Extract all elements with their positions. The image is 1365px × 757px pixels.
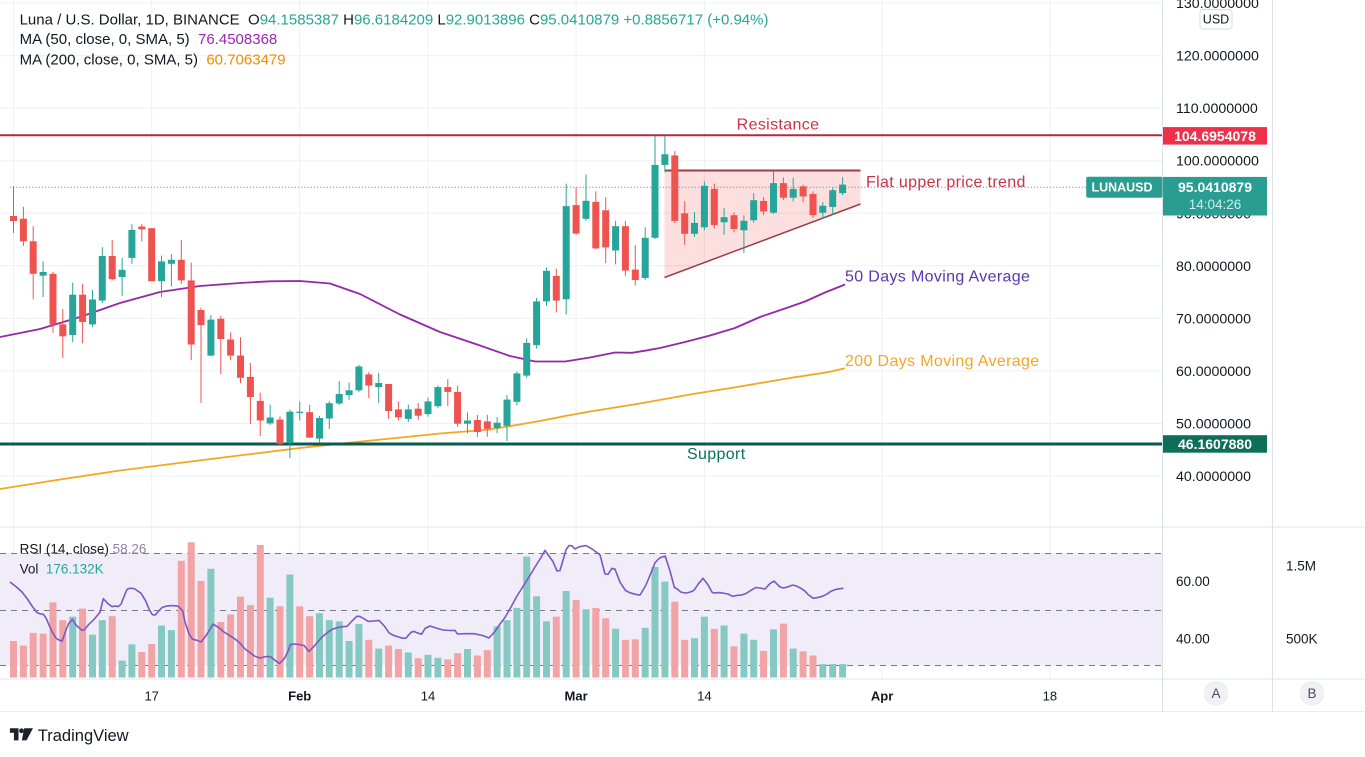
svg-text:104.6954078: 104.6954078 [1174, 128, 1256, 144]
svg-text:70.0000000: 70.0000000 [1176, 311, 1251, 327]
svg-text:A: A [1211, 686, 1220, 701]
svg-text:14: 14 [421, 688, 435, 703]
svg-text:60.0000000: 60.0000000 [1176, 364, 1251, 380]
svg-text:USD: USD [1203, 13, 1229, 27]
svg-text:1.5M: 1.5M [1286, 558, 1316, 573]
svg-text:80.0000000: 80.0000000 [1176, 259, 1251, 275]
svg-text:50 Days Moving Average: 50 Days Moving Average [845, 269, 1030, 286]
svg-text:95.0410879: 95.0410879 [1178, 179, 1252, 195]
svg-text:MA (50, close, 0, SMA, 5) 76.: MA (50, close, 0, SMA, 5) 76.4508368 [20, 31, 278, 48]
svg-text:14: 14 [697, 688, 711, 703]
svg-text:RSI (14, close) 58.26: RSI (14, close) 58.26 [20, 541, 147, 556]
svg-text:40.00: 40.00 [1176, 631, 1210, 646]
svg-text:Mar: Mar [565, 688, 588, 703]
svg-text:40.0000000: 40.0000000 [1176, 469, 1251, 485]
svg-text:50.0000000: 50.0000000 [1176, 417, 1251, 433]
svg-text:200 Days Moving Average: 200 Days Moving Average [845, 353, 1040, 370]
svg-text:17: 17 [144, 688, 158, 703]
svg-text:60.00: 60.00 [1176, 574, 1210, 589]
svg-text:Flat upper price trend: Flat upper price trend [866, 174, 1026, 191]
svg-text:Luna / U.S. Dollar, 1D, BINANC: Luna / U.S. Dollar, 1D, BINANCE O94.1585… [20, 12, 769, 29]
svg-text:18: 18 [1043, 688, 1057, 703]
svg-text:110.0000000: 110.0000000 [1176, 101, 1258, 117]
svg-text:130.0000000: 130.0000000 [1176, 0, 1259, 12]
svg-text:TradingView: TradingView [38, 727, 129, 745]
svg-text:LUNAUSD: LUNAUSD [1091, 181, 1152, 195]
svg-text:14:04:26: 14:04:26 [1189, 197, 1242, 212]
svg-text:B: B [1307, 686, 1316, 701]
svg-text:Apr: Apr [871, 688, 893, 703]
svg-text:120.0000000: 120.0000000 [1176, 49, 1259, 65]
svg-text:MA (200, close, 0, SMA, 5) 60: MA (200, close, 0, SMA, 5) 60.7063479 [20, 52, 286, 69]
svg-text:46.1607880: 46.1607880 [1178, 436, 1252, 452]
svg-text:Vol 176.132K: Vol 176.132K [20, 562, 104, 577]
svg-text:100.0000000: 100.0000000 [1176, 154, 1259, 170]
svg-text:500K: 500K [1286, 631, 1318, 646]
svg-text:Resistance: Resistance [737, 116, 820, 133]
svg-text:Feb: Feb [288, 688, 311, 703]
svg-text:Support: Support [687, 446, 746, 463]
